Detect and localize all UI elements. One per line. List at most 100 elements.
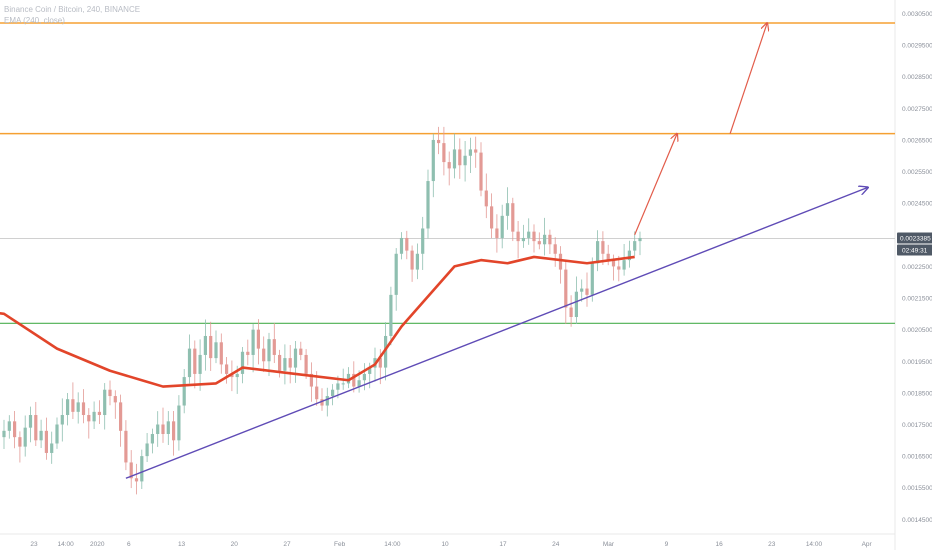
projection-arrow-1: [634, 134, 677, 236]
candle-body: [543, 234, 547, 245]
candle-body: [611, 260, 616, 267]
candle-body: [34, 415, 38, 441]
candle-body: [209, 335, 213, 359]
candle-body: [458, 149, 462, 166]
price-tick-label: 0.0014500: [902, 517, 932, 524]
time-tick-label: 23: [30, 541, 38, 548]
price-tick-label: 0.0027500: [902, 106, 932, 113]
candle-body: [564, 269, 568, 308]
candle-body: [108, 389, 112, 397]
candle-body: [590, 263, 594, 295]
candle-body: [633, 241, 637, 251]
time-tick-label: 14:00: [806, 541, 823, 548]
candle-body: [55, 424, 59, 444]
candle-body: [240, 351, 245, 374]
candle-body: [309, 373, 313, 387]
candle-body: [368, 367, 372, 374]
candle-body: [23, 427, 27, 447]
candle-body: [553, 244, 557, 254]
candle-body: [299, 348, 303, 355]
candle-body: [426, 181, 430, 229]
candle-body: [442, 143, 446, 163]
candle-body: [617, 266, 621, 270]
candle-body: [532, 231, 536, 242]
price-tick-label: 0.0026500: [902, 137, 932, 144]
time-tick-label: 27: [283, 541, 291, 548]
candle-body: [87, 415, 91, 422]
candle-body: [119, 402, 123, 431]
price-tick-label: 0.0015500: [902, 485, 932, 492]
ema-indicator-label: EMA (240, close): [4, 16, 65, 25]
price-tick-label: 0.0022500: [902, 264, 932, 271]
candle-body: [495, 228, 499, 238]
candle-body: [267, 339, 271, 362]
time-tick-label: 20: [231, 541, 239, 548]
time-tick-label: 9: [665, 541, 669, 548]
time-tick-label: 14:00: [57, 541, 74, 548]
candle-body: [219, 342, 223, 365]
candle-body: [283, 358, 287, 371]
time-tick-label: 24: [552, 541, 560, 548]
candle-body: [172, 421, 176, 441]
candle-body: [490, 206, 494, 229]
time-tick-label: 23: [768, 541, 776, 548]
candle-body: [627, 250, 631, 261]
candle-body: [415, 253, 419, 270]
candle-body: [156, 424, 160, 434]
price-tick-label: 0.0017500: [902, 422, 932, 429]
candle-body: [124, 430, 128, 463]
candle-body: [230, 373, 234, 378]
candle-body: [193, 348, 197, 374]
price-tick-label: 0.0025500: [902, 169, 932, 176]
candle-body: [548, 234, 552, 245]
candle-body: [256, 329, 260, 349]
candle-body: [569, 307, 573, 318]
candle-body: [288, 358, 292, 368]
price-tick-label: 0.0029500: [902, 43, 932, 50]
candle-body: [468, 149, 472, 156]
candle-body: [60, 415, 64, 425]
candle-body: [262, 348, 266, 362]
candle-body: [447, 162, 451, 169]
candle-body: [362, 373, 366, 381]
candle-body: [76, 402, 80, 412]
candle-body: [304, 354, 308, 374]
candle-body: [293, 348, 298, 368]
candle-body: [606, 253, 610, 261]
candle-body: [177, 405, 181, 441]
last-price-value: 0.0023385: [900, 236, 931, 243]
price-tick-label: 0.0020500: [902, 327, 932, 334]
candle-body: [145, 443, 149, 457]
time-tick-label: 17: [499, 541, 507, 548]
candle-body: [394, 253, 398, 295]
candle-body: [161, 424, 165, 434]
time-tick-label: 13: [178, 541, 186, 548]
time-tick-label: Apr: [862, 541, 873, 548]
candle-body: [235, 373, 239, 378]
candle-body: [574, 291, 578, 318]
candle-body: [198, 354, 202, 374]
candle-body: [357, 380, 361, 387]
candle-body: [505, 203, 510, 216]
price-tick-label: 0.0018500: [902, 390, 932, 397]
candle-body: [225, 364, 229, 374]
candle-body: [92, 411, 96, 422]
candle-body: [431, 139, 435, 182]
time-tick-label: Feb: [334, 541, 346, 548]
candle-body: [500, 215, 504, 238]
candle-body: [521, 237, 525, 242]
candle-body: [150, 433, 154, 444]
price-tick-label: 0.0019500: [902, 359, 932, 366]
candle-body: [527, 231, 531, 238]
time-tick-label: 2020: [90, 541, 105, 548]
candle-body: [272, 339, 276, 355]
candle-body: [278, 354, 282, 371]
candle-body: [585, 288, 589, 295]
candle-body: [44, 430, 48, 453]
candle-body: [315, 386, 319, 400]
ascending-trendline: [125, 187, 868, 479]
candle-body: [410, 250, 414, 270]
chart-legend: Binance Coin / Bitcoin, 240, BINANCE EMA…: [4, 4, 140, 26]
candle-body: [18, 437, 22, 447]
